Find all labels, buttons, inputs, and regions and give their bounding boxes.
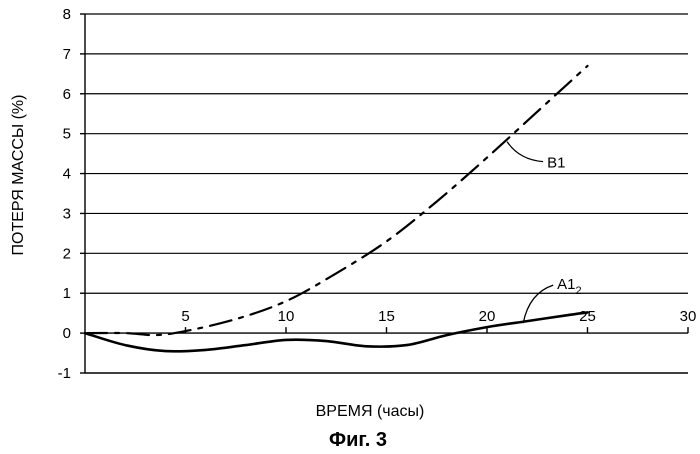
label-layer: B1 A12 <box>507 142 582 323</box>
grid-layer <box>85 14 688 293</box>
y-tick-label: 1 <box>63 285 71 302</box>
b1-series-label: B1 <box>547 155 565 172</box>
series-layer <box>85 66 588 351</box>
y-tick-label: 4 <box>63 166 71 183</box>
a12-series-label-subscript: 2 <box>576 285 582 297</box>
figure-caption: Фиг. 3 <box>329 429 387 451</box>
a12-series-label: A12 <box>557 276 581 297</box>
x-tick-label: 20 <box>479 308 496 325</box>
x-tick-label: 10 <box>278 308 295 325</box>
y-tick-label: 3 <box>63 205 71 222</box>
y-tick-label: -1 <box>58 365 71 382</box>
y-tick-label: 5 <box>63 126 71 143</box>
b1-leader-line <box>507 142 543 162</box>
axis-layer: 876543210-151015202530 <box>58 6 697 382</box>
y-tick-label: 2 <box>63 245 71 262</box>
y-axis-title: ПОТЕРЯ МАССЫ (%) <box>10 95 27 256</box>
x-tick-label: 5 <box>181 308 189 325</box>
x-axis-title: ВРЕМЯ (часы) <box>316 403 425 420</box>
y-tick-label: 6 <box>63 86 71 103</box>
x-tick-label: 25 <box>579 308 596 325</box>
y-tick-label: 0 <box>63 325 71 342</box>
x-tick-label: 15 <box>378 308 395 325</box>
y-tick-label: 7 <box>63 46 71 63</box>
series-line-a1-2 <box>85 312 588 351</box>
series-line-b1 <box>85 66 588 335</box>
y-tick-label: 8 <box>63 6 71 23</box>
x-tick-label: 30 <box>680 308 697 325</box>
